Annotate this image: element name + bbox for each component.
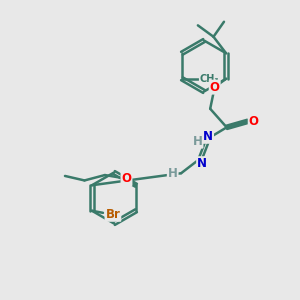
Text: CH₃: CH₃ <box>200 74 219 84</box>
Text: O: O <box>122 172 131 185</box>
Text: N: N <box>203 130 213 143</box>
Text: N: N <box>197 157 207 170</box>
Text: O: O <box>210 81 220 94</box>
Text: Br: Br <box>106 208 120 221</box>
Text: H: H <box>193 135 202 148</box>
Text: O: O <box>249 115 259 128</box>
Text: H: H <box>168 167 178 180</box>
